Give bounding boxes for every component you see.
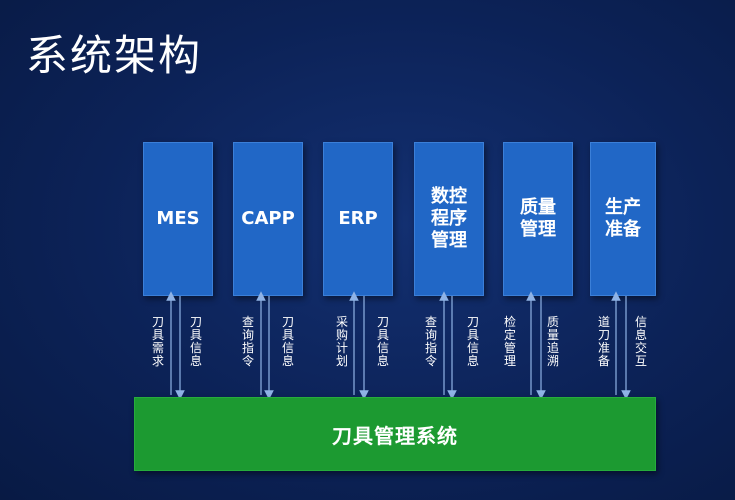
flow-label-up: 查 询 指 令: [241, 315, 254, 368]
flow-label-up: 刀 具 需 求: [151, 315, 164, 368]
system-box-mes: MES: [143, 142, 213, 296]
system-box-erp: ERP: [323, 142, 393, 296]
system-box-capp: CAPP: [233, 142, 303, 296]
page-title: 系统架构: [26, 31, 203, 80]
system-box-production: 生产 准备: [590, 142, 656, 296]
flow-label-up: 检 定 管 理: [503, 315, 516, 368]
flow-label-down: 刀 具 信 息: [281, 315, 294, 368]
flow-label-up: 道 刀 准 备: [597, 315, 610, 368]
flow-label-down: 质 量 追 溯: [546, 315, 559, 368]
tool-management-system-box: 刀具管理系统: [134, 397, 656, 471]
system-box-nc-program: 数控 程序 管理: [414, 142, 484, 296]
flow-label-down: 刀 具 信 息: [466, 315, 479, 368]
flow-label-up: 采 购 计 划: [335, 315, 348, 368]
flow-label-down: 刀 具 信 息: [189, 315, 202, 368]
flow-label-down: 刀 具 信 息: [376, 315, 389, 368]
flow-label-down: 信 息 交 互: [634, 315, 647, 368]
system-box-quality: 质量 管理: [503, 142, 573, 296]
flow-label-up: 查 询 指 令: [424, 315, 437, 368]
